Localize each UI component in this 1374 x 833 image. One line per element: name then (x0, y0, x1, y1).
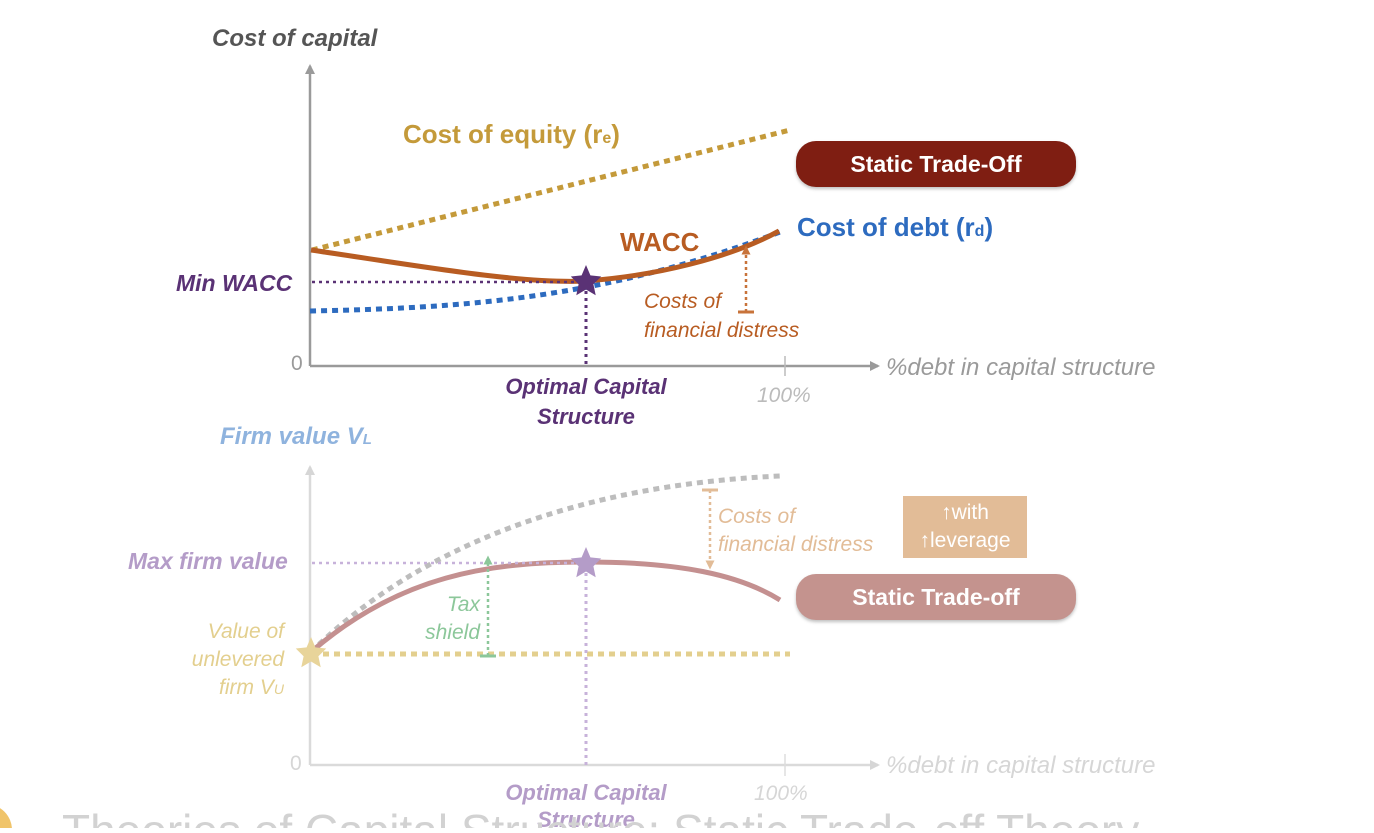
debt-label-sub: d (974, 223, 985, 240)
firm-value-label-main: Firm value V (220, 423, 363, 450)
top-x-axis-label: %debt in capital structure (886, 354, 1156, 381)
top-tick-100-label: 100% (757, 384, 811, 407)
top-optimal-label: Optimal Capital Structure (486, 372, 686, 432)
leverage-box-line1: ↑with (941, 501, 989, 524)
footer-logo-fragment (0, 808, 12, 828)
cost-of-debt-curve (309, 229, 781, 314)
unlevered-line3-sub: U (273, 681, 284, 697)
min-wacc-label: Min WACC (176, 270, 293, 296)
leverage-box-line2: ↑leverage (919, 529, 1011, 552)
debt-label-close: ) (984, 212, 994, 242)
equity-label-close: ) (611, 119, 620, 149)
bottom-distress-label: Costs of financial distress (718, 503, 873, 559)
bottom-origin-label: 0 (290, 752, 302, 775)
top-y-axis-label: Cost of capital (212, 25, 378, 52)
top-distress-line1: Costs of (644, 290, 722, 313)
bottom-distress-line1: Costs of (718, 505, 796, 528)
tax-shield-label: Tax shield (408, 591, 480, 647)
debt-label-text: Cost of debt (r (797, 212, 975, 242)
top-optimal-line1: Optimal Capital (505, 374, 667, 399)
firm-value-label-sub: L (362, 431, 372, 448)
footer-title-partial: Theories of Capital Structure: Static Tr… (62, 808, 1139, 828)
wacc-curve (310, 228, 781, 284)
min-wacc-star (570, 265, 602, 296)
bottom-static-tradeoff-pill: Static Trade-off (796, 574, 1076, 620)
tax-shield-line2: shield (425, 621, 480, 644)
bottom-y-axis-label: Firm value VL (220, 423, 372, 451)
equity-label-text: Cost of equity (r (403, 119, 603, 149)
equity-label-sub: e (602, 130, 612, 147)
tax-benefit-curve (309, 473, 781, 654)
unlevered-line2: unlevered (191, 648, 284, 671)
top-distress-label: Costs of financial distress (644, 287, 799, 345)
bottom-optimal-line1: Optimal Capital (505, 780, 667, 805)
cost-of-equity-label: Cost of equity (re) (403, 119, 620, 150)
max-firm-value-label: Max firm value (128, 548, 288, 574)
unlevered-line3-main: firm V (219, 676, 274, 699)
top-static-tradeoff-pill: Static Trade-Off (796, 141, 1076, 187)
wacc-label: WACC (620, 227, 700, 257)
bottom-distress-line2: financial distress (718, 533, 874, 556)
unlevered-value-label: Value of unlevered firm VU (150, 618, 284, 703)
top-origin-label: 0 (291, 352, 303, 375)
tax-shield-line1: Tax (446, 593, 480, 616)
top-distress-line2: financial distress (644, 319, 800, 342)
bottom-x-axis-label: %debt in capital structure (886, 752, 1156, 779)
bottom-tick-100-label: 100% (754, 782, 808, 805)
max-value-star (570, 547, 602, 578)
unlevered-line1: Value of (207, 620, 284, 643)
unlevered-star (295, 637, 327, 668)
top-optimal-line2: Structure (537, 404, 635, 429)
cost-of-equity-line (311, 127, 791, 253)
firm-value-curve (309, 559, 782, 654)
leverage-box: ↑with ↑leverage (903, 496, 1027, 558)
cost-of-debt-label: Cost of debt (rd) (797, 212, 993, 243)
unlevered-line3: firm VU (150, 674, 284, 703)
